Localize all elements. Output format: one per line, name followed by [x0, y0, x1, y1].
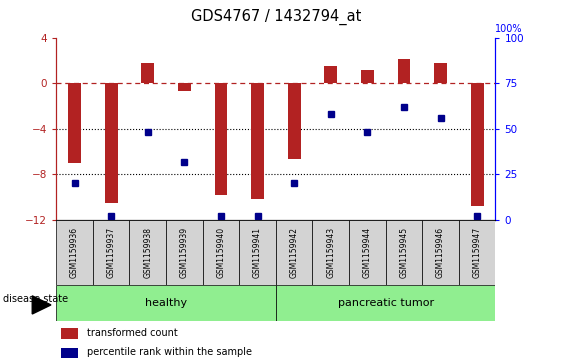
- Bar: [129, 220, 166, 285]
- Text: GSM1159947: GSM1159947: [473, 227, 481, 278]
- Bar: [251, 83, 264, 199]
- Bar: [61, 329, 78, 339]
- Bar: [93, 220, 129, 285]
- Text: GSM1159940: GSM1159940: [217, 227, 225, 278]
- Bar: [397, 58, 410, 83]
- Bar: [276, 285, 495, 321]
- Text: GSM1159936: GSM1159936: [70, 227, 79, 278]
- Text: GSM1159946: GSM1159946: [436, 227, 445, 278]
- Bar: [203, 220, 239, 285]
- Bar: [434, 63, 447, 83]
- Bar: [141, 63, 154, 83]
- Bar: [276, 220, 312, 285]
- Polygon shape: [32, 296, 51, 314]
- Text: GDS4767 / 1432794_at: GDS4767 / 1432794_at: [191, 9, 361, 25]
- Text: GSM1159939: GSM1159939: [180, 227, 189, 278]
- Text: healthy: healthy: [145, 298, 187, 308]
- Text: GSM1159937: GSM1159937: [107, 227, 115, 278]
- Bar: [166, 220, 203, 285]
- Text: transformed count: transformed count: [87, 328, 178, 338]
- Bar: [105, 83, 118, 203]
- Bar: [239, 220, 276, 285]
- Bar: [68, 83, 81, 163]
- Text: GSM1159941: GSM1159941: [253, 227, 262, 278]
- Text: percentile rank within the sample: percentile rank within the sample: [87, 347, 252, 357]
- Bar: [349, 220, 386, 285]
- Bar: [215, 83, 227, 195]
- Bar: [288, 83, 301, 159]
- Bar: [56, 220, 93, 285]
- Text: GSM1159943: GSM1159943: [327, 227, 335, 278]
- Bar: [178, 83, 191, 91]
- Text: 100%: 100%: [495, 24, 523, 34]
- Text: disease state: disease state: [3, 294, 68, 305]
- Bar: [361, 70, 374, 83]
- Bar: [56, 285, 276, 321]
- Bar: [324, 66, 337, 83]
- Bar: [386, 220, 422, 285]
- Text: GSM1159938: GSM1159938: [144, 227, 152, 278]
- Text: GSM1159944: GSM1159944: [363, 227, 372, 278]
- Text: GSM1159945: GSM1159945: [400, 227, 408, 278]
- Bar: [312, 220, 349, 285]
- Text: GSM1159942: GSM1159942: [290, 227, 298, 278]
- Bar: [422, 220, 459, 285]
- Bar: [471, 83, 484, 206]
- Text: pancreatic tumor: pancreatic tumor: [338, 298, 434, 308]
- Bar: [61, 347, 78, 358]
- Bar: [459, 220, 495, 285]
